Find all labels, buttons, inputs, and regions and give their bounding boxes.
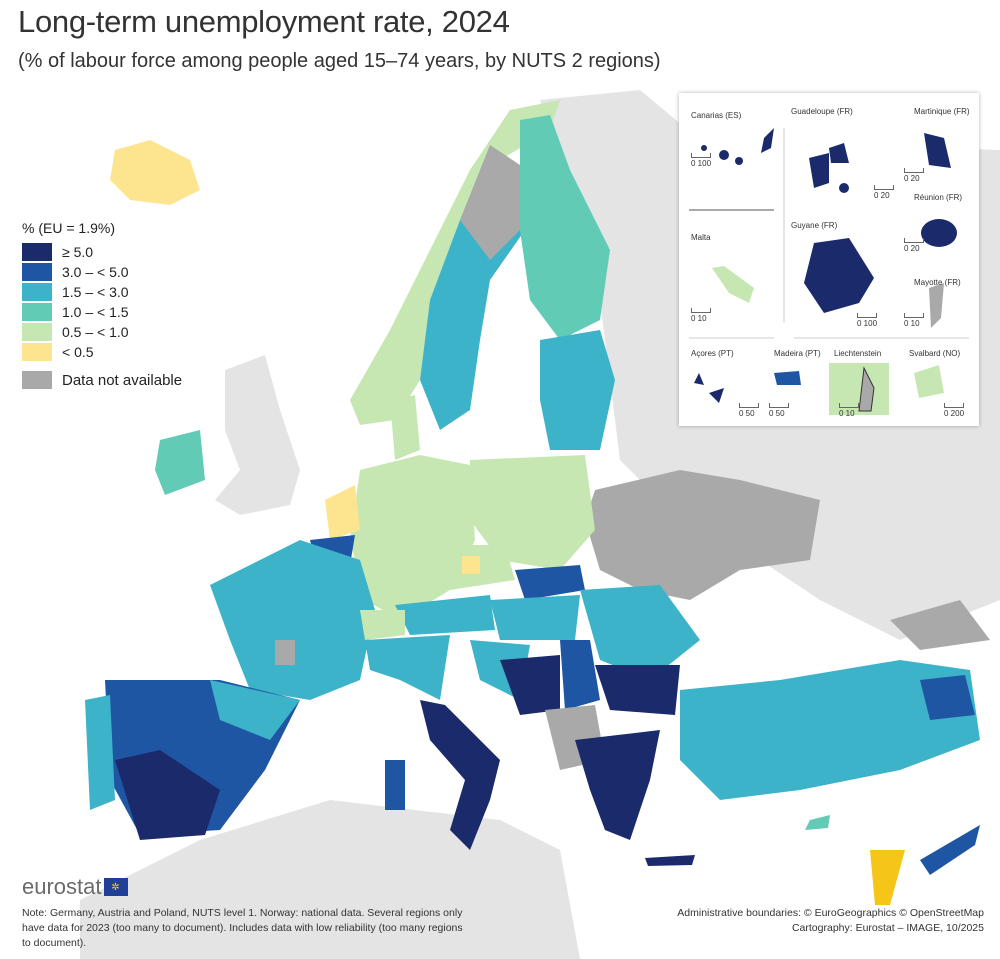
legend-swatch [22, 323, 52, 341]
scale-bar: 0 10 [691, 308, 711, 323]
scale-bar: 0 50 [769, 403, 789, 418]
page-subtitle: (% of labour force among people aged 15–… [18, 50, 661, 72]
credits: Administrative boundaries: © EuroGeograp… [677, 906, 984, 936]
inset-label: Liechtenstein [834, 349, 882, 358]
legend-title: % (EU = 1.9%) [22, 220, 115, 236]
credits-cartography: Cartography: Eurostat – IMAGE, 10/2025 [791, 922, 984, 934]
inset-label: Malta [691, 233, 711, 242]
region-bosnia [500, 655, 560, 715]
legend-item: 3.0 – < 5.0 [22, 262, 182, 282]
legend-swatch [22, 371, 52, 389]
inset-label: Guadeloupe (FR) [791, 107, 853, 116]
legend-label: Data not available [62, 371, 183, 389]
region-portugal [85, 695, 115, 810]
region-austria [395, 595, 495, 635]
legend-label: 1.5 – < 3.0 [62, 284, 129, 300]
africa-coast [80, 800, 580, 959]
inset-label: Madeira (PT) [774, 349, 821, 358]
region-spain-ne [210, 680, 300, 740]
region-ireland [155, 430, 205, 495]
legend-item: < 0.5 [22, 342, 182, 362]
legend-swatch [22, 263, 52, 281]
region-germany [350, 455, 475, 620]
legend-label: ≥ 5.0 [62, 244, 94, 260]
legend-swatch [22, 343, 52, 361]
region-andalusia [115, 750, 220, 840]
region-benelux [325, 485, 360, 540]
eurostat-swoosh-icon-blue [920, 825, 980, 875]
region-hungary [490, 595, 580, 640]
eu-flag-icon: ✲ [103, 878, 128, 896]
legend-label: 1.0 – < 1.5 [62, 304, 129, 320]
legend-swatch [22, 303, 52, 321]
inset-label: Açores (PT) [691, 349, 734, 358]
scale-bar: 0 20 [874, 185, 894, 200]
credits-boundaries: Administrative boundaries: © EuroGeograp… [677, 907, 984, 919]
legend-item: 0.5 – < 1.0 [22, 322, 182, 342]
eurostat-swoosh-icon [870, 850, 905, 905]
region-slovakia [515, 565, 585, 600]
uk [215, 355, 300, 515]
inset-label: Martinique (FR) [914, 107, 970, 116]
eurostat-logo: eurostat ✲ [22, 874, 128, 900]
inset-label: Svalbard (NO) [909, 349, 961, 358]
region-bulgaria [595, 665, 680, 715]
page-title: Long-term unemployment rate, 2024 [18, 4, 510, 39]
region-denmark [390, 395, 420, 460]
region-switzerland [360, 610, 405, 640]
region-norway [350, 100, 560, 425]
scale-bar: 0 20 [904, 238, 924, 253]
scale-bar: 0 50 [739, 403, 759, 418]
region-iceland [110, 140, 200, 205]
region-poland [470, 455, 595, 570]
region-italy-south [420, 700, 500, 850]
ukraine-region [585, 470, 820, 600]
region-baltics [540, 330, 615, 450]
legend-label: < 0.5 [62, 344, 94, 360]
russia-nw [890, 600, 990, 650]
legend-swatch [22, 243, 52, 261]
region-prague [462, 556, 480, 574]
scale-bar: 0 200 [944, 403, 964, 418]
region-romania [580, 585, 700, 680]
scale-bar: 0 10 [839, 403, 859, 418]
scale-bar: 0 10 [904, 313, 924, 328]
region-greece [575, 730, 660, 840]
inset-maps: Canarias (ES) 0 100 Guadeloupe (FR) 0 20 Mar… [679, 93, 979, 426]
inset-label: Mayotte (FR) [914, 278, 961, 287]
region-serbia [560, 640, 600, 710]
scale-bar: 0 100 [691, 153, 711, 168]
legend-item: 1.5 – < 3.0 [22, 282, 182, 302]
region-turkiye [680, 660, 980, 800]
legend-label: 0.5 – < 1.0 [62, 324, 129, 340]
legend-swatch [22, 283, 52, 301]
footnote: Note: Germany, Austria and Poland, NUTS … [22, 907, 463, 949]
legend-item: 1.0 – < 1.5 [22, 302, 182, 322]
scale-bar: 0 100 [857, 313, 877, 328]
legend-item-na: Data not available [22, 370, 182, 390]
inset-label: Guyane (FR) [791, 221, 838, 230]
inset-label: Canarias (ES) [691, 111, 742, 120]
region-france-na [275, 640, 295, 665]
legend-label: 3.0 – < 5.0 [62, 264, 129, 280]
inset-label: Réunion (FR) [914, 193, 963, 202]
region-sweden-na [460, 145, 520, 260]
legend-item: ≥ 5.0 [22, 242, 182, 262]
inset-shapes [689, 128, 969, 415]
logo-text: eurostat [22, 874, 102, 899]
region-france [210, 540, 375, 700]
region-crete [645, 855, 695, 866]
region-turkiye-east [920, 675, 975, 720]
region-sardinia [385, 760, 405, 810]
legend: % (EU = 1.9%) ≥ 5.0 3.0 – < 5.0 1.5 – < 3.… [22, 220, 182, 390]
region-italy-north [365, 635, 450, 700]
region-cyprus [805, 815, 830, 830]
scale-bar: 0 20 [904, 168, 924, 183]
region-finland [520, 115, 610, 340]
